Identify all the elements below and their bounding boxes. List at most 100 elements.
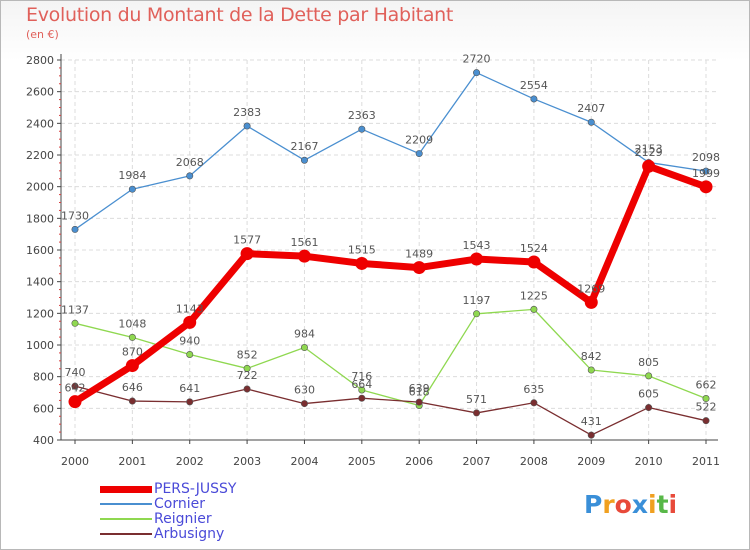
y-tick-label: 2600 bbox=[26, 86, 54, 99]
data-point-pers-jussy bbox=[68, 395, 82, 409]
data-label-pers-jussy: 1515 bbox=[348, 243, 376, 256]
legend-item-reignier: Reignier bbox=[100, 511, 300, 527]
data-point-reignier bbox=[702, 395, 710, 403]
data-label-pers-jussy: 642 bbox=[65, 382, 86, 395]
data-point-cornier bbox=[358, 125, 366, 133]
data-label-reignier: 618 bbox=[409, 385, 430, 398]
data-point-arbusigny bbox=[415, 398, 423, 406]
line-chart: 400 600 800 1000 1200 1400 1600 1800 2000 2200 240… bbox=[26, 53, 720, 468]
series-line-cornier bbox=[74, 72, 707, 231]
y-tick-label: 600 bbox=[33, 402, 54, 415]
x-tick-label: 2009 bbox=[577, 455, 605, 468]
data-point-cornier bbox=[473, 69, 481, 77]
logo-letter: i bbox=[648, 490, 657, 519]
legend-item-cornier: Cornier bbox=[100, 496, 300, 512]
data-label-reignier: 940 bbox=[179, 335, 200, 348]
data-point-cornier bbox=[415, 150, 423, 158]
legend-swatch-reignier bbox=[100, 518, 152, 520]
data-label-cornier: 2068 bbox=[176, 156, 204, 169]
legend-label-reignier: Reignier bbox=[154, 511, 212, 527]
y-tick-label: 2400 bbox=[26, 117, 54, 130]
data-point-pers-jussy bbox=[125, 359, 139, 373]
data-point-reignier bbox=[645, 372, 653, 380]
data-label-reignier: 805 bbox=[638, 356, 659, 369]
x-tick-label: 2000 bbox=[61, 455, 89, 468]
data-label-cornier: 2167 bbox=[290, 140, 318, 153]
y-tick-label: 400 bbox=[33, 434, 54, 447]
data-point-cornier bbox=[243, 122, 251, 130]
data-point-reignier bbox=[530, 305, 538, 313]
data-point-arbusigny bbox=[530, 399, 538, 407]
data-label-reignier: 716 bbox=[351, 370, 372, 383]
x-tick-label: 2008 bbox=[520, 455, 548, 468]
data-label-pers-jussy: 1999 bbox=[692, 167, 720, 180]
chart-legend: PERS-JUSSY Cornier Reignier Arbusigny bbox=[100, 481, 300, 542]
data-point-cornier bbox=[702, 167, 710, 175]
legend-item-pers-jussy: PERS-JUSSY bbox=[100, 481, 300, 497]
data-label-pers-jussy: 1543 bbox=[463, 239, 491, 252]
data-label-reignier: 662 bbox=[696, 379, 717, 392]
x-tick-label: 2011 bbox=[692, 455, 720, 468]
data-point-cornier bbox=[128, 185, 136, 193]
series-line-arbusigny bbox=[74, 385, 707, 436]
x-tick-label: 2001 bbox=[118, 455, 146, 468]
data-point-reignier bbox=[243, 364, 251, 372]
logo-letter: o bbox=[614, 490, 632, 519]
data-label-arbusigny: 431 bbox=[581, 415, 602, 428]
y-tick-label: 2200 bbox=[26, 149, 54, 162]
data-label-arbusigny: 641 bbox=[179, 382, 200, 395]
data-point-reignier bbox=[473, 310, 481, 318]
data-point-cornier bbox=[530, 95, 538, 103]
data-point-reignier bbox=[186, 350, 194, 358]
data-point-arbusigny bbox=[473, 409, 481, 417]
x-tick-label: 2007 bbox=[463, 455, 491, 468]
data-point-arbusigny bbox=[587, 431, 595, 439]
data-point-arbusigny bbox=[358, 394, 366, 402]
data-label-arbusigny: 522 bbox=[696, 401, 717, 414]
x-tick-label: 2004 bbox=[290, 455, 318, 468]
data-label-pers-jussy: 1524 bbox=[520, 242, 548, 255]
data-point-pers-jussy bbox=[297, 249, 311, 263]
data-label-cornier: 2383 bbox=[233, 106, 261, 119]
data-point-pers-jussy bbox=[355, 256, 369, 270]
data-label-cornier: 2407 bbox=[577, 102, 605, 115]
legend-label-pers-jussy: PERS-JUSSY bbox=[154, 481, 237, 497]
data-label-cornier: 2209 bbox=[405, 134, 433, 147]
legend-swatch-cornier bbox=[100, 503, 152, 505]
data-label-arbusigny: 639 bbox=[409, 382, 430, 395]
data-label-pers-jussy: 1577 bbox=[233, 234, 261, 247]
data-point-arbusigny bbox=[71, 382, 79, 390]
data-label-arbusigny: 664 bbox=[351, 378, 372, 391]
x-tick-label: 2006 bbox=[405, 455, 433, 468]
data-label-cornier: 2720 bbox=[463, 53, 491, 66]
y-tick-label: 2800 bbox=[26, 54, 54, 67]
logo-letter: x bbox=[631, 490, 648, 519]
data-label-cornier: 2098 bbox=[692, 151, 720, 164]
series-line-reignier bbox=[74, 308, 707, 407]
data-label-arbusigny: 571 bbox=[466, 393, 487, 406]
data-point-pers-jussy bbox=[584, 295, 598, 309]
y-tick-label: 1200 bbox=[26, 307, 54, 320]
data-label-reignier: 1225 bbox=[520, 289, 548, 302]
legend-label-cornier: Cornier bbox=[154, 496, 205, 512]
data-label-reignier: 842 bbox=[581, 350, 602, 363]
logo-letter: t bbox=[656, 490, 669, 519]
data-label-arbusigny: 605 bbox=[638, 388, 659, 401]
data-point-cornier bbox=[186, 172, 194, 180]
data-label-pers-jussy: 870 bbox=[122, 346, 143, 359]
data-point-reignier bbox=[358, 386, 366, 394]
legend-item-arbusigny: Arbusigny bbox=[100, 526, 300, 542]
data-label-cornier: 2363 bbox=[348, 109, 376, 122]
series-line-pers-jussy bbox=[71, 162, 710, 406]
data-label-arbusigny: 635 bbox=[523, 383, 544, 396]
data-point-reignier bbox=[300, 344, 308, 352]
data-label-cornier: 2554 bbox=[520, 79, 548, 92]
data-point-reignier bbox=[587, 366, 595, 374]
data-point-cornier bbox=[71, 225, 79, 233]
data-point-pers-jussy bbox=[642, 159, 656, 173]
data-label-reignier: 984 bbox=[294, 328, 315, 341]
legend-swatch-arbusigny bbox=[100, 533, 152, 535]
data-label-cornier: 2153 bbox=[635, 142, 663, 155]
data-label-reignier: 1137 bbox=[61, 303, 89, 316]
data-label-arbusigny: 646 bbox=[122, 381, 143, 394]
